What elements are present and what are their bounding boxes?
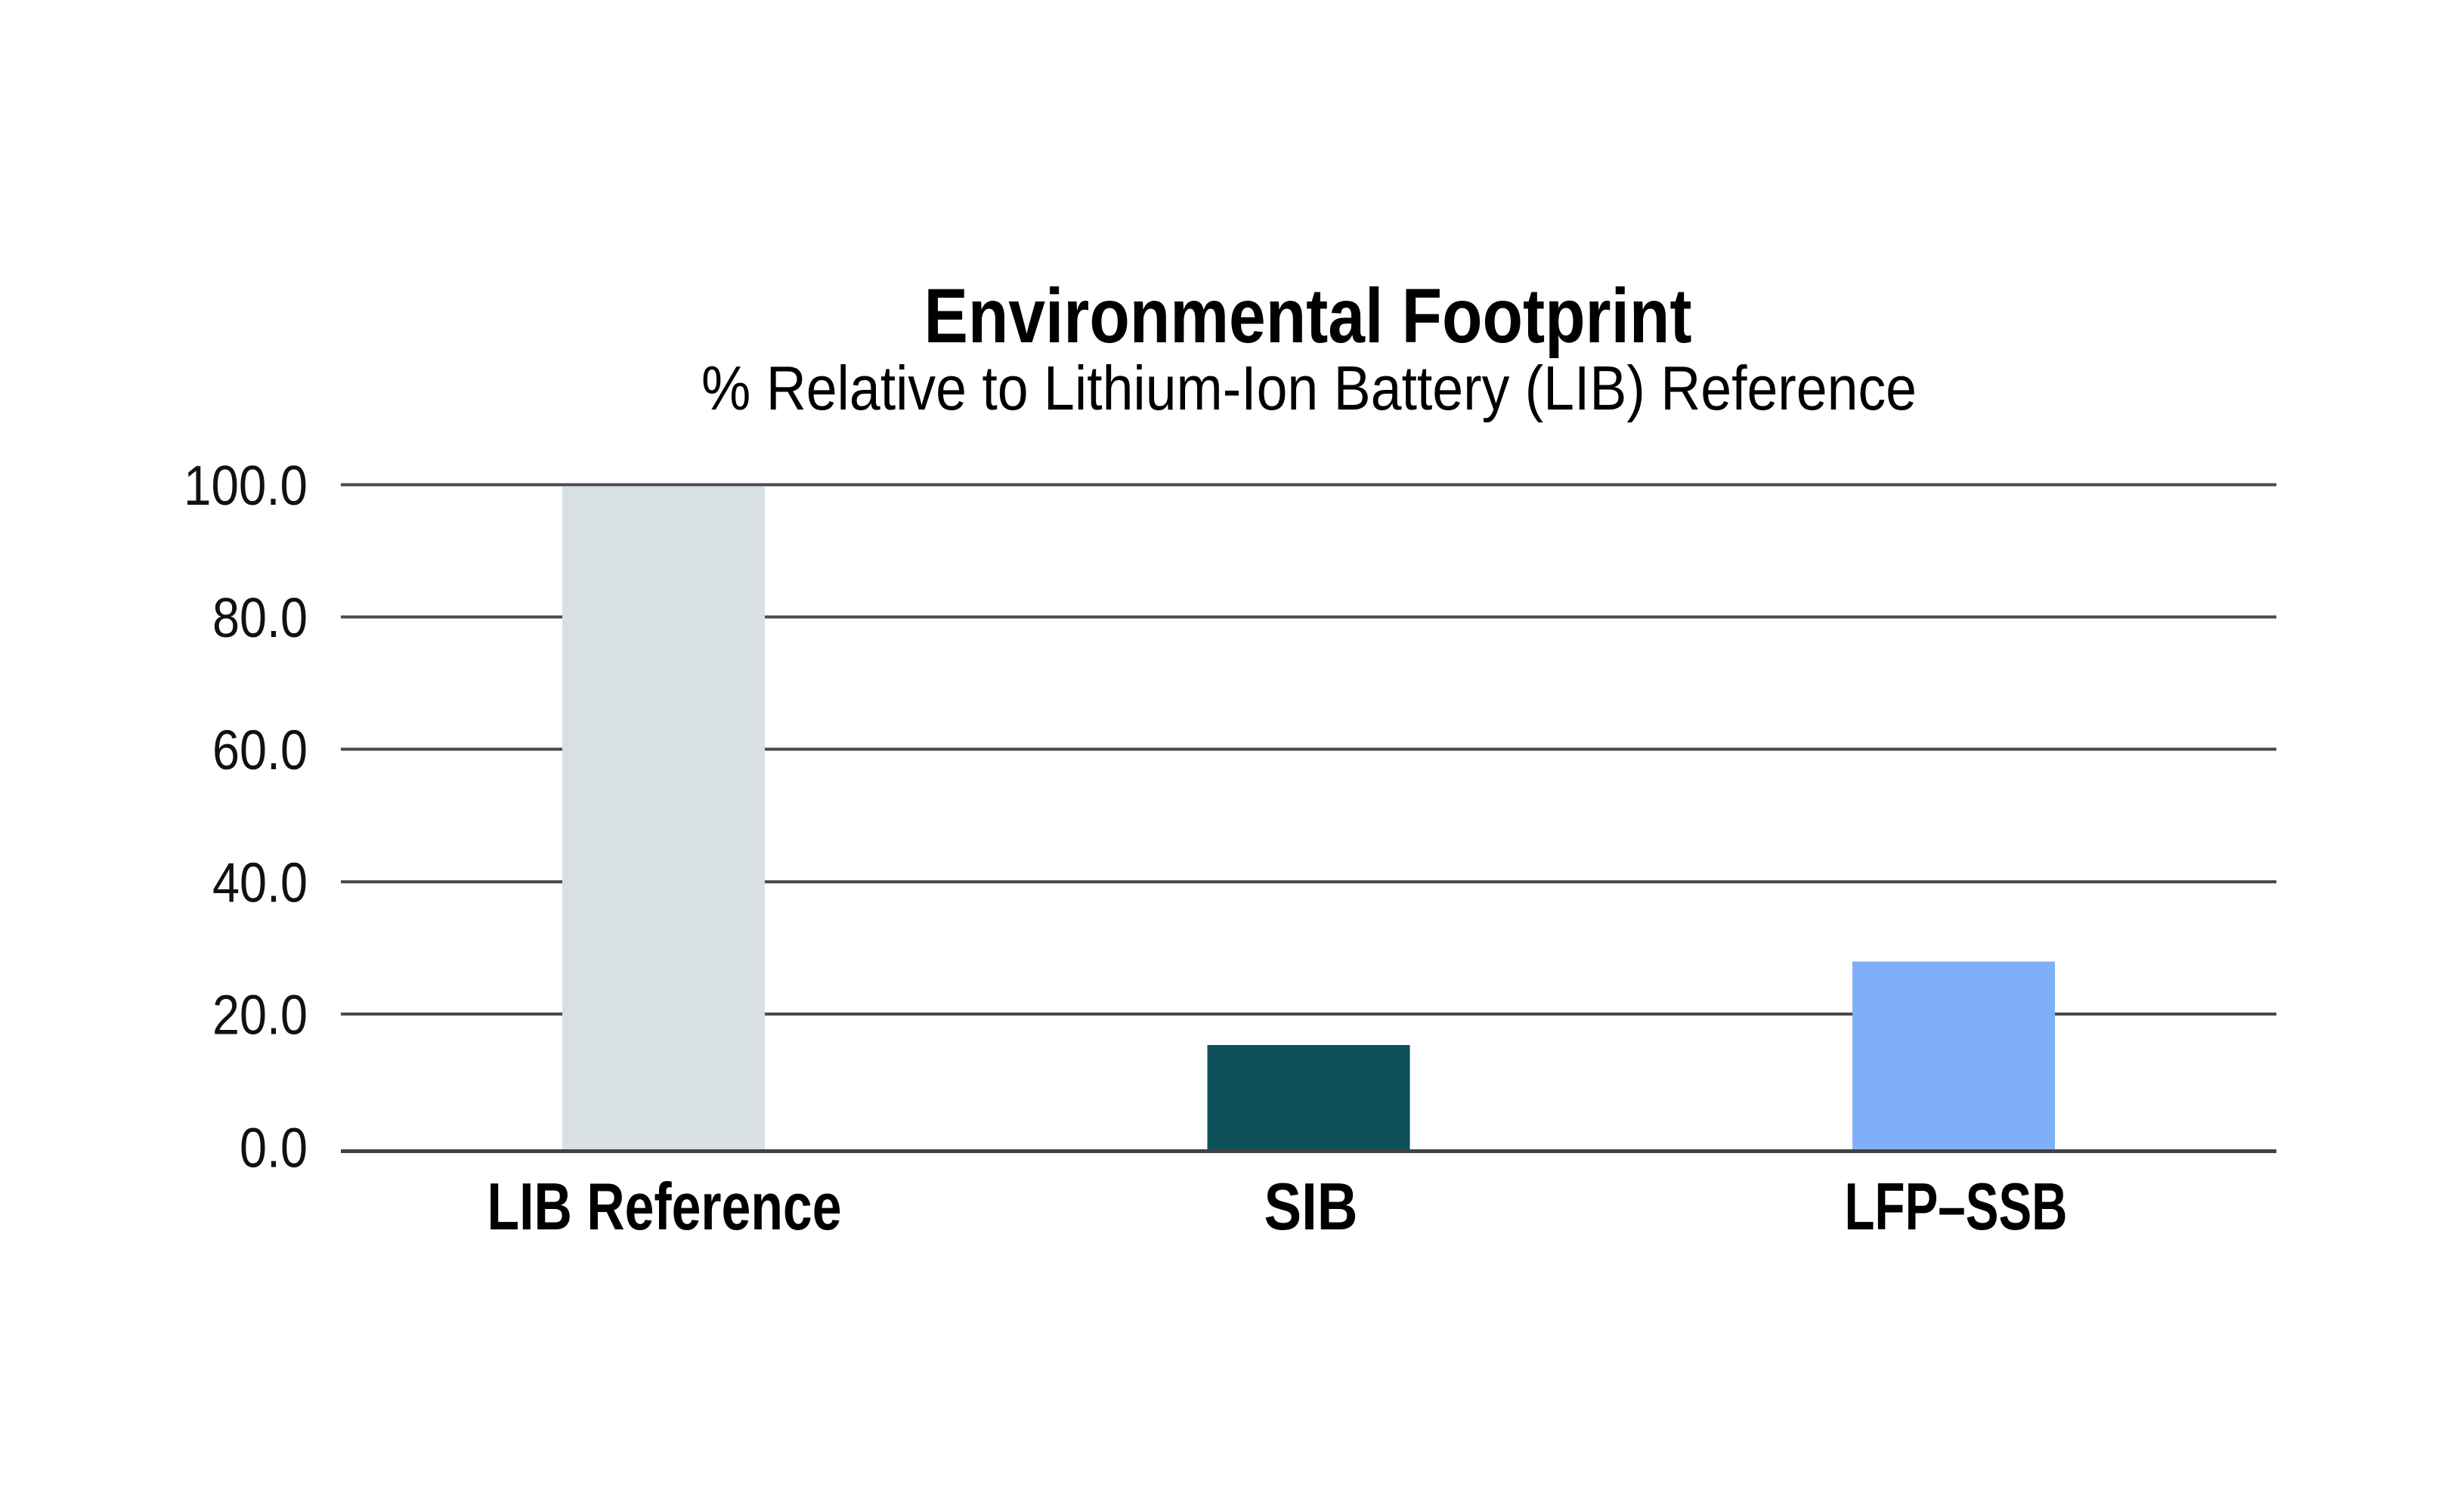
svg-text:100.0: 100.0 [184,454,308,517]
svg-text:% Relative to Lithium-Ion Batt: % Relative to Lithium-Ion Battery (LIB) … [701,353,1917,423]
svg-text:80.0: 80.0 [212,586,308,649]
svg-text:LFP–SSB: LFP–SSB [1845,1169,2068,1244]
svg-text:40.0: 40.0 [212,852,308,914]
svg-text:20.0: 20.0 [212,984,308,1047]
svg-text:SIB: SIB [1264,1169,1358,1244]
svg-text:LIB Reference: LIB Reference [487,1169,842,1244]
svg-text:60.0: 60.0 [212,719,308,781]
svg-text:Environmental Footprint: Environmental Footprint [924,273,1692,359]
svg-text:0.0: 0.0 [240,1117,308,1180]
